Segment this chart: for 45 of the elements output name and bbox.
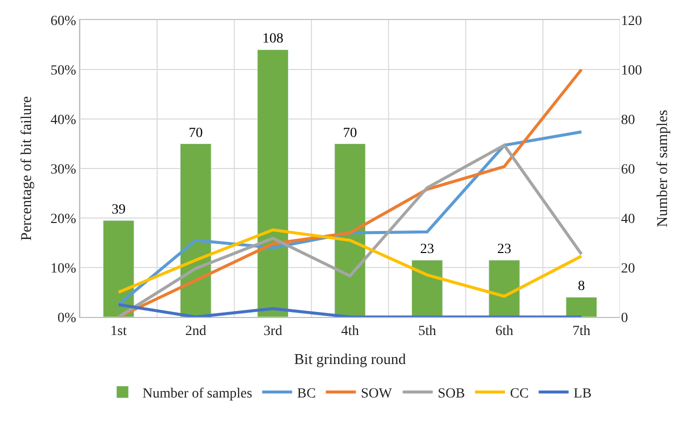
y-tick-label: 30%	[50, 162, 77, 178]
y-axis-title: Percentage of bit failure	[18, 96, 35, 241]
y2-tick-label: 120	[621, 14, 642, 29]
legend-label: SOB	[438, 386, 465, 402]
y2-tick-label: 20	[621, 261, 635, 276]
x-axis-title: Bit grinding round	[294, 352, 406, 368]
legend-label: BC	[297, 386, 316, 402]
legend-label: CC	[510, 386, 529, 402]
y2-tick-label: 80	[621, 112, 635, 128]
y-tick-label: 0%	[58, 310, 77, 326]
bar	[102, 220, 134, 317]
bar	[180, 144, 212, 317]
legend-label: SOW	[360, 386, 393, 402]
bar	[334, 144, 366, 317]
data-label: 39	[112, 202, 126, 218]
y-tick-label: 60%	[50, 14, 77, 29]
x-tick-label: 6th	[495, 324, 514, 339]
data-label: 70	[188, 126, 203, 141]
data-label: 23	[420, 242, 434, 258]
y-tick-label: 40%	[50, 112, 77, 128]
bar	[411, 260, 443, 317]
data-label: 8	[578, 279, 585, 294]
line-series	[117, 228, 583, 298]
y-tick-label: 20%	[50, 212, 77, 227]
data-label: 23	[497, 242, 512, 258]
legend-label: Number of samples	[142, 386, 252, 402]
x-tick-label: 5th	[418, 324, 436, 339]
x-tick-label: 2nd	[185, 324, 206, 339]
data-label: 108	[262, 32, 284, 47]
y2-tick-label: 0	[621, 310, 628, 326]
x-tick-label: 3rd	[264, 324, 282, 339]
y2-tick-label: 100	[621, 63, 642, 78]
bar	[488, 260, 520, 317]
y2-tick-label: 60	[621, 162, 635, 178]
x-tick-label: 7th	[572, 324, 590, 339]
x-tick-label: 4th	[341, 324, 359, 339]
y-tick-label: 50%	[50, 63, 77, 78]
bar	[257, 49, 289, 317]
y2-tick-label: 40	[621, 212, 635, 227]
data-label: 70	[343, 126, 357, 141]
bar	[566, 296, 598, 317]
y2-axis-title: Number of samples	[655, 110, 671, 228]
y-tick-label: 10%	[50, 261, 77, 276]
x-tick-label: 1st	[110, 324, 127, 339]
legend-label: LB	[574, 386, 592, 402]
